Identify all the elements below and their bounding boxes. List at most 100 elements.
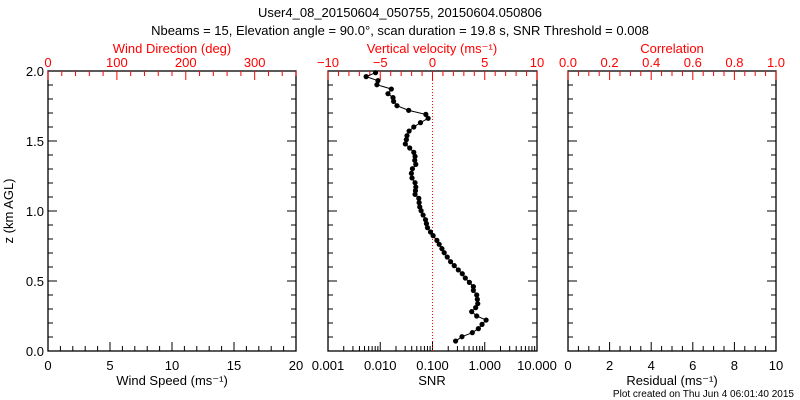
x-tick-label: 10.000 bbox=[517, 358, 557, 373]
vertical-velocity-point bbox=[424, 225, 431, 231]
vertical-velocity-point bbox=[425, 115, 431, 121]
vertical-velocity-point bbox=[452, 338, 459, 344]
vertical-velocity-point bbox=[474, 313, 480, 319]
vertical-velocity-point bbox=[402, 141, 408, 147]
top-x-tick-label: 0 bbox=[44, 55, 51, 70]
x-tick-label: 0 bbox=[44, 358, 51, 373]
vertical-velocity-point bbox=[483, 317, 489, 323]
plot-created-footer: Plot created on Thu Jun 4 06:01:40 2015 bbox=[613, 389, 795, 400]
vertical-velocity-point bbox=[388, 86, 394, 92]
x-tick-label: 1.000 bbox=[468, 358, 501, 373]
top-x-tick-label: 1.0 bbox=[767, 55, 785, 70]
top-x-tick-label: 0.2 bbox=[601, 55, 619, 70]
vertical-velocity-point bbox=[469, 330, 475, 336]
residual-axis-label: Residual (ms⁻¹) bbox=[626, 373, 717, 388]
vertical-velocity-point bbox=[417, 120, 424, 126]
vertical-velocity-point bbox=[406, 107, 412, 113]
vertical-velocity-point bbox=[413, 161, 419, 167]
vertical-velocity-point bbox=[430, 233, 436, 239]
vertical-velocity-point bbox=[406, 128, 412, 134]
top-x-tick-label: −10 bbox=[317, 55, 339, 70]
vertical-velocity-point bbox=[475, 301, 481, 307]
vertical-velocity-point bbox=[403, 137, 409, 143]
y-tick-label: 1.5 bbox=[26, 134, 44, 149]
top-x-tick-label: 0.0 bbox=[559, 55, 577, 70]
vertical-velocity-point bbox=[441, 250, 447, 256]
vertical-velocity-point bbox=[409, 166, 416, 172]
y-axis-label: z (km AGL) bbox=[1, 178, 16, 243]
vertical-velocity-point bbox=[470, 287, 476, 293]
plot-frame bbox=[47, 70, 297, 352]
vertical-velocity-point bbox=[422, 217, 429, 223]
x-tick-label: 20 bbox=[289, 358, 303, 373]
x-tick-label: 0.010 bbox=[364, 358, 397, 373]
x-tick-label: 15 bbox=[227, 358, 241, 373]
vertical-velocity-point bbox=[423, 111, 429, 117]
vertical-velocity-point bbox=[408, 170, 414, 176]
panel-correlation: Correlation Residual (ms⁻¹) 0.0 0.2 0.4 0.6… bbox=[559, 41, 785, 388]
vertical-velocity-point bbox=[455, 267, 461, 273]
vertical-velocity-point bbox=[451, 263, 457, 269]
vertical-velocity-point bbox=[375, 78, 381, 84]
y-tick-label: 2.0 bbox=[26, 64, 44, 79]
figure-title: User4_08_20150604_050755, 20150604.05080… bbox=[258, 5, 542, 20]
vertical-velocity-point bbox=[411, 149, 417, 155]
vertical-velocity-point bbox=[475, 326, 481, 332]
top-x-tick-label: 100 bbox=[106, 55, 128, 70]
x-tick-label: 10 bbox=[769, 358, 783, 373]
top-x-tick-label: 300 bbox=[244, 55, 266, 70]
wind-direction-axis-label: Wind Direction (deg) bbox=[113, 41, 232, 56]
vertical-velocity-point bbox=[439, 246, 445, 252]
top-x-tick-label: 0.8 bbox=[725, 55, 743, 70]
vertical-velocity-point bbox=[418, 208, 424, 214]
correlation-axis-label: Correlation bbox=[640, 41, 704, 56]
vertical-velocity-point bbox=[423, 221, 430, 227]
vertical-velocity-point bbox=[416, 195, 422, 201]
vertical-velocity-point bbox=[412, 191, 418, 197]
vertical-velocity-point bbox=[391, 98, 397, 104]
figure-subtitle: Nbeams = 15, Elevation angle = 90.0°, sc… bbox=[151, 23, 649, 38]
x-tick-label: 0 bbox=[564, 358, 571, 373]
vertical-velocity-point bbox=[404, 133, 410, 139]
x-tick-label: 0.100 bbox=[416, 358, 449, 373]
vertical-velocity-point bbox=[411, 124, 417, 130]
top-x-tick-label: 0 bbox=[429, 55, 436, 70]
vertical-velocity-point bbox=[385, 91, 391, 97]
x-tick-label: 4 bbox=[648, 358, 655, 373]
y-tick-label: 0.0 bbox=[26, 344, 44, 359]
y-tick-label: 0.5 bbox=[26, 274, 44, 289]
vertical-velocity-point bbox=[462, 275, 468, 281]
x-tick-label: 0.001 bbox=[312, 358, 345, 373]
x-tick-label: 2 bbox=[606, 358, 613, 373]
x-tick-label: 6 bbox=[689, 358, 696, 373]
vertical-velocity-point bbox=[363, 74, 369, 80]
vertical-velocity-point bbox=[394, 103, 400, 109]
vertical-velocity-point bbox=[412, 180, 418, 186]
vertical-velocity-point bbox=[407, 145, 413, 151]
vertical-velocity-point bbox=[447, 259, 454, 265]
vertical-velocity-point bbox=[434, 237, 440, 243]
plot-frame bbox=[567, 70, 777, 352]
vertical-velocity-point bbox=[474, 296, 480, 302]
vertical-velocity-point bbox=[444, 254, 450, 260]
vertical-velocity-point bbox=[416, 200, 422, 206]
vertical-velocity-point bbox=[479, 321, 485, 327]
vertical-velocity-point bbox=[473, 305, 479, 311]
top-x-tick-label: 10 bbox=[530, 55, 544, 70]
vertical-velocity-point bbox=[459, 334, 465, 340]
vertical-velocity-point bbox=[372, 70, 379, 76]
vertical-velocity-point bbox=[427, 229, 434, 235]
vertical-velocity-point bbox=[459, 271, 465, 277]
wind-speed-axis-label: Wind Speed (ms⁻¹) bbox=[116, 373, 228, 388]
y-tick-label: 1.0 bbox=[26, 204, 44, 219]
vertical-velocity-point bbox=[409, 175, 415, 181]
vertical-velocity-point bbox=[474, 292, 480, 298]
panel-wind: Wind Direction (deg) Wind Speed (ms⁻¹) 0… bbox=[26, 41, 303, 388]
vertical-velocity-point bbox=[436, 241, 442, 247]
snr-axis-label: SNR bbox=[418, 373, 445, 388]
top-x-tick-label: 5 bbox=[481, 55, 488, 70]
x-tick-label: 8 bbox=[731, 358, 738, 373]
vertical-velocity-point bbox=[374, 82, 380, 88]
panel-vertical-velocity: Vertical velocity (ms⁻¹) SNR −10 −5 0 5 10 0.… bbox=[312, 41, 557, 388]
